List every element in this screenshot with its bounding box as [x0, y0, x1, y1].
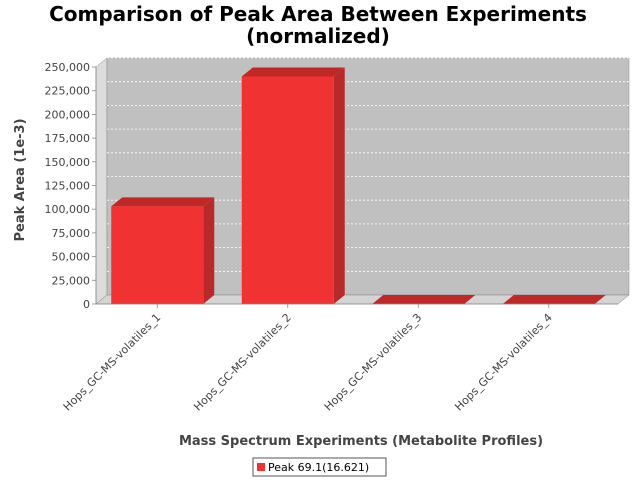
- bar-top: [502, 295, 606, 304]
- legend-swatch: [257, 463, 265, 471]
- y-axis-label: Peak Area (1e-3): [13, 118, 28, 241]
- y-tick-label: 225,000: [45, 85, 91, 98]
- bar-top: [241, 67, 345, 77]
- y-tick-label: 250,000: [45, 61, 91, 74]
- bar-side: [203, 197, 215, 304]
- x-tick-label: Hops_GC-MS-volatiles_1: [61, 311, 164, 414]
- x-axis: Hops_GC-MS-volatiles_1 Hops_GC-MS-volatil…: [61, 303, 618, 414]
- x-tick-label: Hops_GC-MS-volatiles_2: [191, 311, 294, 414]
- chart-title-line2: (normalized): [246, 24, 390, 48]
- legend-box: [252, 457, 387, 477]
- legend: Peak 69.1(16.621): [252, 457, 387, 477]
- legend-label: Peak 69.1(16.621): [268, 461, 369, 474]
- bars: [111, 67, 606, 304]
- y-tick-label: 125,000: [45, 180, 91, 193]
- chart-title-line1: Comparison of Peak Area Between Experime…: [49, 2, 587, 26]
- y-tick-label: 100,000: [45, 203, 91, 216]
- bar-side: [333, 67, 345, 304]
- y-tick-label: 150,000: [45, 156, 91, 169]
- y-tick-label: 175,000: [45, 132, 91, 145]
- x-tick-label: Hops_GC-MS-volatiles_4: [452, 311, 555, 414]
- bar-top: [111, 197, 215, 207]
- y-tick-label: 50,000: [52, 251, 91, 264]
- bar-front: [111, 206, 204, 304]
- x-axis-label: Mass Spectrum Experiments (Metabolite Pr…: [179, 434, 543, 449]
- bar: [502, 295, 606, 304]
- gridlines: [107, 57, 629, 272]
- y-tick-label: 0: [83, 298, 90, 311]
- bar: [241, 67, 345, 304]
- x-tick-label: Hops_GC-MS-volatiles_3: [322, 311, 425, 414]
- y-tick-label: 200,000: [45, 108, 91, 121]
- y-axis: 0 25,000 50,000 75,000 100,000 125,000 150,000…: [45, 61, 97, 311]
- y-tick-label: 25,000: [52, 274, 91, 287]
- bar-front: [241, 76, 334, 304]
- y-tick-label: 75,000: [52, 227, 91, 240]
- bar: [111, 197, 215, 304]
- bar: [372, 295, 476, 304]
- plot-left-wall: [95, 57, 108, 305]
- bar-top: [372, 295, 476, 304]
